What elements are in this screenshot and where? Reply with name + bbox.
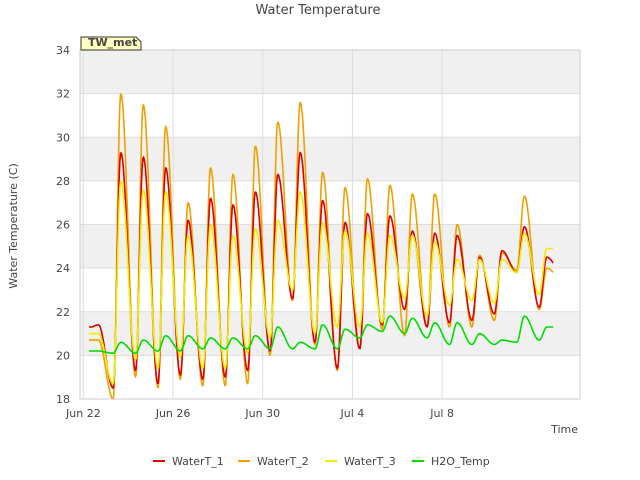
x-tick-label: Jun 30 xyxy=(244,407,280,420)
x-tick-label: Jul 8 xyxy=(429,407,454,420)
x-tick-label: Jul 4 xyxy=(340,407,365,420)
x-axis-ticks: Jun 22 Jun 26 Jun 30 Jul 4 Jul 8 xyxy=(65,407,454,420)
series-layer xyxy=(88,93,554,400)
plot-frame xyxy=(79,49,581,400)
y-tick-label: 26 xyxy=(56,219,70,232)
legend-label: WaterT_2 xyxy=(257,455,309,468)
plot-band xyxy=(80,93,580,138)
series-line-watert-3 xyxy=(88,180,554,385)
plot-band xyxy=(80,137,580,181)
plot-band xyxy=(80,311,580,356)
y-tick-label: 24 xyxy=(56,262,70,275)
legend: WaterT_1 WaterT_2 WaterT_3 H2O_Temp xyxy=(153,455,490,468)
x-axis-label: Time xyxy=(550,423,578,436)
plot-band xyxy=(80,355,580,399)
series-line-watert-1 xyxy=(88,151,554,389)
chart-title: Water Temperature xyxy=(256,3,381,18)
x-tick-label: Jun 22 xyxy=(65,407,101,420)
y-tick-label: 20 xyxy=(56,349,70,362)
plot-band xyxy=(80,50,580,94)
y-tick-label: 34 xyxy=(56,44,70,57)
plot-band xyxy=(80,180,580,225)
legend-label: WaterT_3 xyxy=(344,455,396,468)
station-label: TW_met xyxy=(88,36,137,49)
station-label-box: TW_met xyxy=(80,36,142,51)
y-axis-ticks: 18 20 22 24 26 28 30 32 34 xyxy=(56,44,70,406)
y-tick-label: 18 xyxy=(56,393,70,406)
x-tick-label: Jun 26 xyxy=(155,407,191,420)
legend-label: H2O_Temp xyxy=(431,455,490,468)
y-axis-label: Water Temperature (C) xyxy=(7,163,20,288)
y-tick-label: 32 xyxy=(56,88,70,101)
series-line-h2o-temp xyxy=(88,315,554,354)
y-tick-label: 30 xyxy=(56,131,70,144)
y-tick-label: 22 xyxy=(56,306,70,319)
y-tick-label: 28 xyxy=(56,175,70,188)
legend-label: WaterT_1 xyxy=(172,455,224,468)
